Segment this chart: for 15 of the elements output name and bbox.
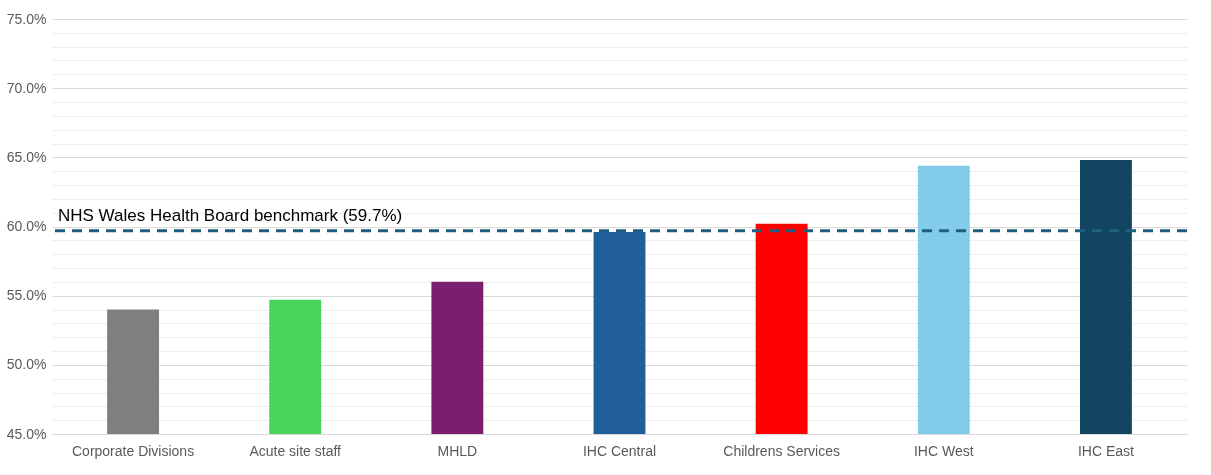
y-tick-label: 45.0% bbox=[6, 425, 47, 442]
x-tick-label: IHC East bbox=[1077, 442, 1135, 459]
ref-line-label: NHS Wales Health Board benchmark (59.7%) bbox=[58, 205, 403, 225]
x-tick-label: IHC Central bbox=[582, 442, 657, 459]
x-tick-label: Corporate Divisions bbox=[71, 442, 195, 459]
y-tick-label: 60.0% bbox=[6, 218, 47, 234]
x-tick-label: Childrens Services bbox=[723, 442, 840, 459]
x-tick-label: MHLD bbox=[437, 442, 478, 459]
y-tick-label: 65.0% bbox=[6, 148, 47, 165]
x-tick-label: Acute site staff bbox=[249, 442, 342, 459]
y-tick-label: 75.0% bbox=[6, 10, 47, 27]
y-tick-label: 70.0% bbox=[6, 79, 47, 96]
y-tick-label: 50.0% bbox=[6, 356, 47, 373]
y-tick-label: 55.0% bbox=[6, 287, 47, 304]
x-tick-label: IHC West bbox=[913, 442, 974, 459]
